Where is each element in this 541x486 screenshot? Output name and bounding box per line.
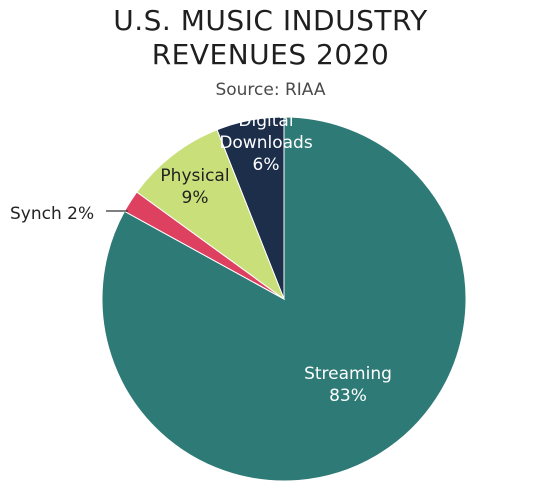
chart-title-line-1: U.S. MUSIC INDUSTRY [113,4,428,37]
chart-title-line-2: REVENUES 2020 [151,38,390,71]
slice-label-3-line-1: 9% [182,188,209,208]
slice-label-0-line-2: 6% [253,155,280,175]
pie-slices [101,116,467,482]
chart-subtitle: Source: RIAA [215,80,326,100]
slice-label-0-line-1: Downloads [219,133,313,153]
pie-labels: Digital Downloads 6% Streaming 83% Synch 2% Ph… [10,111,392,406]
slice-label-1-line-0: Streaming [304,364,392,384]
slice-label-2-line-0: Synch 2% [10,204,94,224]
slice-label-3: Physical 9% [160,166,229,208]
pie-slice-3 [136,129,286,301]
slice-label-0-line-0: Digital [238,111,293,131]
slice-label-1: Streaming 83% [304,364,392,406]
chart-title-block: U.S. MUSIC INDUSTRY REVENUES 2020 Source… [0,4,541,100]
slice-label-1-line-1: 83% [329,386,367,406]
slice-label-3-line-0: Physical [160,166,229,186]
slice-label-0: Digital Downloads 6% [219,111,313,175]
slice-label-2: Synch 2% [10,204,94,224]
